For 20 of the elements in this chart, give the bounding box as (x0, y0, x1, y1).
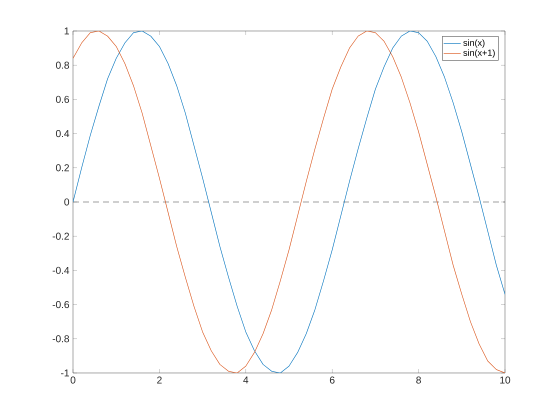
x-tick-label: 6 (330, 376, 335, 384)
x-tick-label: 0 (70, 376, 76, 384)
y-tick-label: 0.2 (56, 164, 69, 172)
y-tick-label: -0.2 (52, 232, 69, 240)
y-tick-label: 1 (64, 28, 69, 34)
line-series (73, 30, 505, 373)
x-tick-label: 2 (157, 376, 162, 384)
y-tick-label: 0.4 (56, 130, 70, 138)
y-tick-label: 0.8 (56, 62, 70, 69)
legend-label: sin(x) (463, 39, 484, 48)
y-tick-label: -0.6 (52, 301, 70, 308)
y-tick-label: 0.6 (56, 96, 70, 103)
legend-label: sin(x+1) (463, 49, 495, 58)
x-tick-label: 8 (416, 376, 421, 384)
y-tick-label: 0 (64, 198, 70, 206)
x-tick-label: 10 (500, 376, 510, 384)
y-tick-label: -1 (61, 370, 69, 376)
x-tick-label: 4 (243, 376, 248, 384)
y-tick-label: -0.8 (52, 335, 70, 342)
y-tick-label: -0.4 (52, 266, 70, 274)
